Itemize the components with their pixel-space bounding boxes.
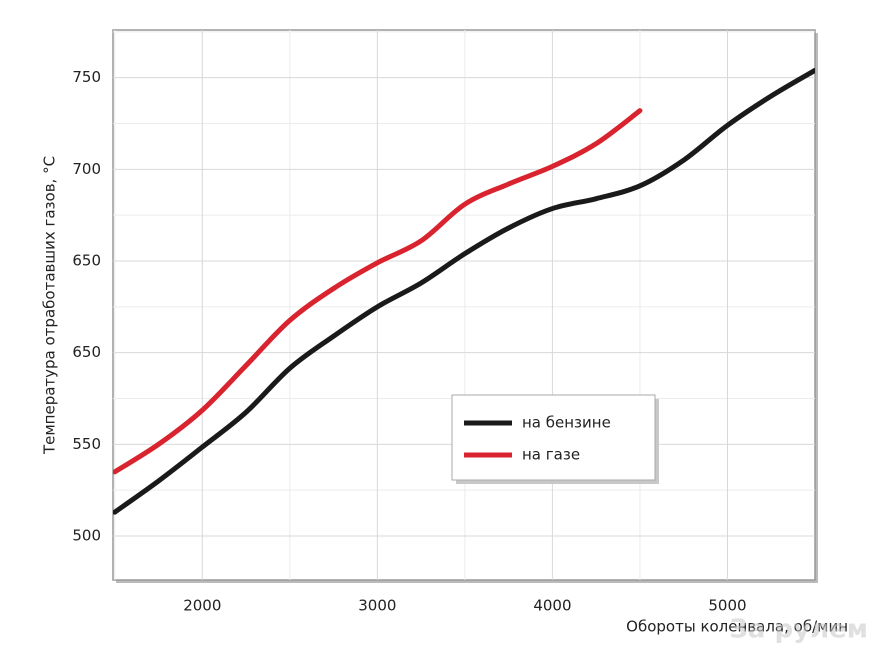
plot-area: [112, 29, 816, 581]
legend-label: на газе: [522, 446, 580, 464]
series-line: [113, 108, 643, 475]
x-tick-label: 4000: [533, 597, 571, 615]
y-axis-label: Температура отработавших газов, °C: [41, 156, 59, 455]
legend-label: на бензине: [522, 414, 611, 432]
y-tick-label: 650: [72, 343, 101, 361]
y-tick-label: 750: [72, 68, 101, 86]
y-tick-label: 650: [72, 252, 101, 270]
legend: [451, 394, 656, 481]
x-tick-label: 2000: [183, 597, 221, 615]
y-tick-label: 700: [72, 160, 101, 178]
watermark: За рулем: [729, 615, 868, 645]
series-line: [113, 67, 815, 515]
x-tick-label: 5000: [708, 597, 746, 615]
y-tick-label: 550: [72, 435, 101, 453]
x-axis-label: Обороты коленвала, об/мин: [626, 618, 848, 636]
y-tick-label: 500: [72, 527, 101, 545]
x-tick-label: 3000: [358, 597, 396, 615]
